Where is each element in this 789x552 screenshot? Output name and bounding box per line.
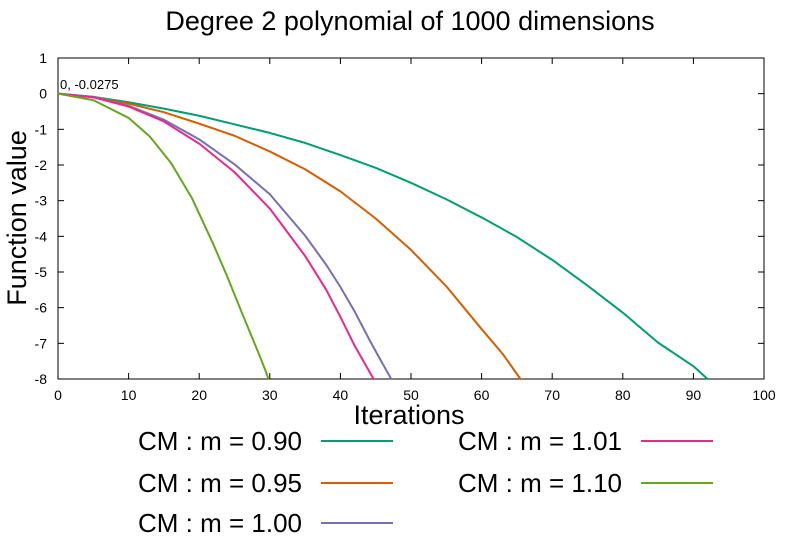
x-tick-label: 10 (121, 387, 137, 403)
legend: CM : m = 0.90 CM : m = 0.95 CM : m = 1.00 C… (138, 426, 713, 538)
y-axis-label: Function value (2, 130, 32, 306)
series-line-1 (57, 92, 522, 380)
y-tick-label: 0 (39, 86, 47, 102)
x-tick-label: 90 (686, 387, 702, 403)
legend-label: CM : m = 1.00 (138, 508, 302, 538)
x-tick-label: 60 (474, 387, 490, 403)
x-tick-label: 70 (544, 387, 560, 403)
legend-label: CM : m = 1.01 (458, 426, 622, 456)
x-tick-label: 20 (191, 387, 207, 403)
y-tick-label: -2 (35, 157, 48, 173)
x-tick-label: 50 (403, 387, 419, 403)
chart-title: Degree 2 polynomial of 1000 dimensions (165, 6, 654, 36)
series-group (57, 92, 709, 380)
legend-label: CM : m = 0.95 (138, 468, 302, 498)
series-line-0 (57, 92, 709, 380)
x-tick-label: 30 (262, 387, 278, 403)
y-tick-label: -8 (35, 371, 48, 387)
legend-label: CM : m = 0.90 (138, 426, 302, 456)
x-tick-label: 0 (54, 387, 62, 403)
x-axis-label: Iterations (353, 400, 464, 430)
y-axis: 1 0 -1 -2 -3 -4 -5 -6 -7 -8 (35, 50, 764, 387)
series-line-4 (57, 92, 270, 380)
y-tick-label: -7 (35, 335, 48, 351)
x-axis: 0 10 20 30 40 50 60 70 80 90 100 (54, 58, 776, 403)
point-annotation: 0, -0.0275 (60, 77, 119, 92)
series-line-3 (57, 92, 375, 380)
y-tick-label: -4 (35, 228, 48, 244)
y-tick-label: 1 (39, 50, 47, 66)
x-tick-label: 100 (752, 387, 776, 403)
y-tick-label: -1 (35, 121, 48, 137)
legend-label: CM : m = 1.10 (458, 468, 622, 498)
x-tick-label: 80 (615, 387, 631, 403)
series-line-2 (57, 92, 393, 380)
y-tick-label: -6 (35, 300, 48, 316)
plot-frame (57, 57, 765, 380)
x-tick-label: 40 (333, 387, 349, 403)
y-tick-label: -5 (35, 264, 48, 280)
y-tick-label: -3 (35, 193, 48, 209)
